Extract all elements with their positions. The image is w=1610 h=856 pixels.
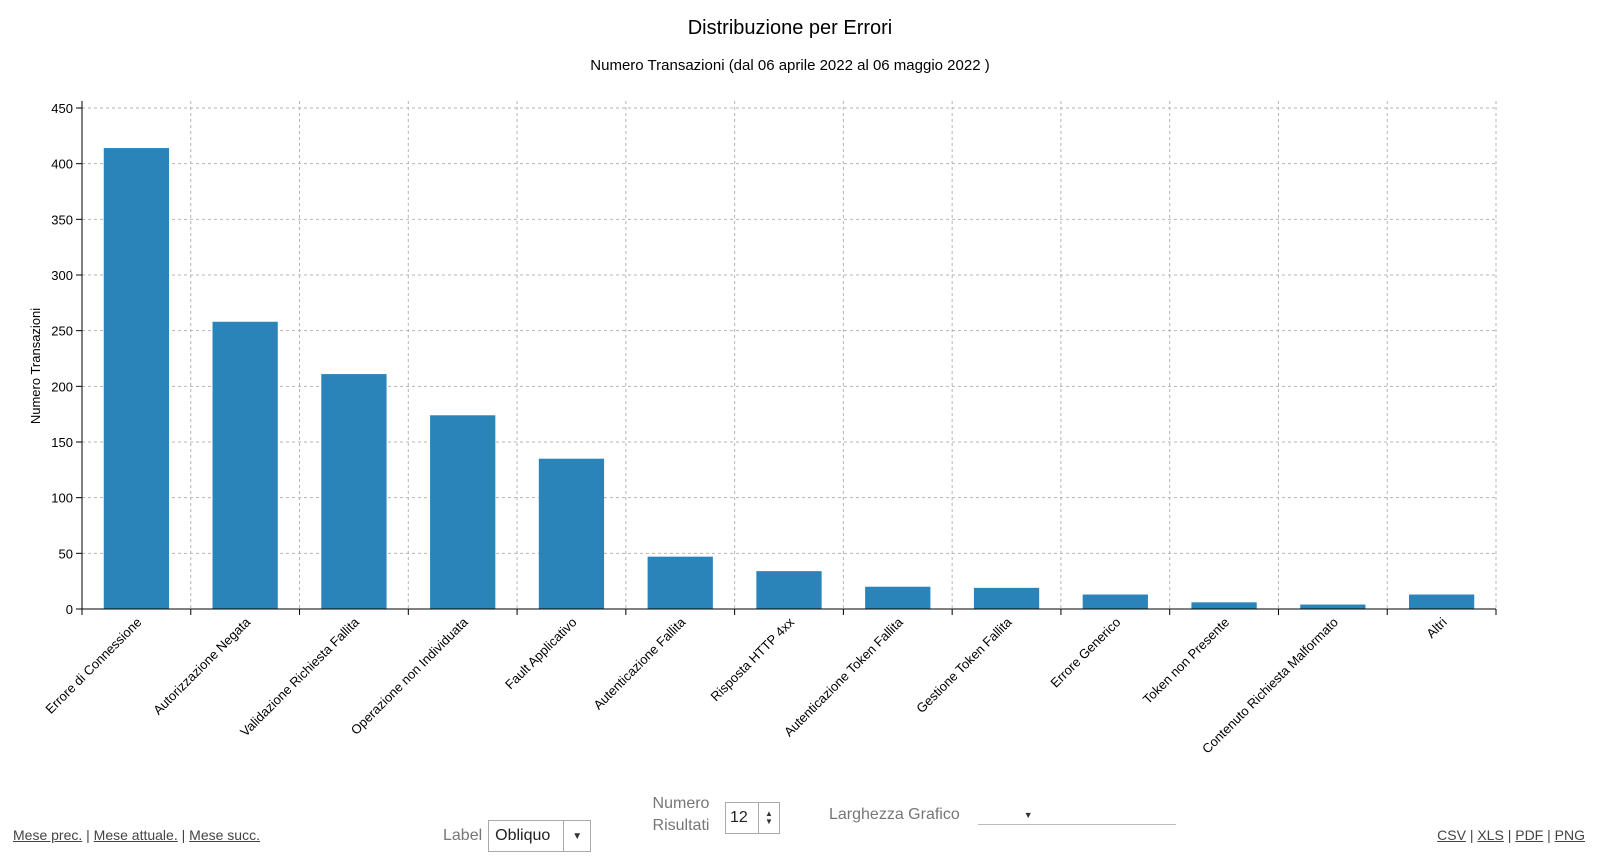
x-tick-label: Validazione Richiesta Fallita xyxy=(237,614,362,739)
bar xyxy=(538,458,605,609)
prev-month-link[interactable]: Mese prec. xyxy=(13,827,83,843)
bars xyxy=(103,148,1475,609)
bar xyxy=(865,586,931,609)
x-tick-label: Gestione Token Fallita xyxy=(913,614,1015,716)
y-axis-label: Numero Transazioni xyxy=(28,308,43,424)
label-orientation-value: Obliquo xyxy=(495,827,551,844)
bar xyxy=(212,321,278,609)
export-links: CSV | XLS | PDF | PNG xyxy=(1437,827,1585,843)
current-month-link[interactable]: Mese attuale. xyxy=(93,827,178,843)
stepper-arrows-icon[interactable]: ▲ ▼ xyxy=(758,802,779,833)
chart-subtitle: Numero Transazioni (dal 06 aprile 2022 a… xyxy=(590,57,989,74)
bar xyxy=(1191,602,1257,609)
x-tick-label: Autorizzazione Negata xyxy=(150,614,254,718)
bar xyxy=(1300,604,1366,609)
chevron-down-icon[interactable]: ▼ xyxy=(1023,810,1033,820)
separator: | xyxy=(1547,827,1551,843)
x-tick-label: Autenticazione Token Fallita xyxy=(781,614,906,739)
results-count-value: 12 xyxy=(730,808,748,826)
y-tick-label: 400 xyxy=(51,157,73,172)
separator: | xyxy=(86,827,90,843)
chart-footer: Mese prec. | Mese attuale. | Mese succ. … xyxy=(0,790,1610,856)
x-tick-label: Operazione non Individuata xyxy=(348,614,472,738)
x-tick-label: Token non Presente xyxy=(1140,615,1232,707)
bar xyxy=(1082,594,1148,609)
bar xyxy=(756,571,822,609)
y-tick-label: 350 xyxy=(51,212,73,227)
label-orientation-select[interactable]: Obliquo ▼ xyxy=(488,820,592,852)
y-tick-label: 300 xyxy=(51,268,73,283)
separator: | xyxy=(1507,827,1512,843)
month-navigation: Mese prec. | Mese attuale. | Mese succ. xyxy=(13,827,260,843)
y-tick-label: 250 xyxy=(51,324,73,339)
bar xyxy=(430,415,496,609)
x-axis-ticks: Errore di Connessione Autorizzazione Nega… xyxy=(42,609,1497,756)
y-axis-ticks: 0 50 100 150 200 250 300 350 400 450 xyxy=(51,101,82,617)
grid-lines xyxy=(82,101,1497,609)
y-tick-label: 50 xyxy=(59,546,73,561)
chart-width-label: Larghezza Grafico xyxy=(829,805,960,823)
x-tick-label: Altri xyxy=(1423,614,1450,641)
y-tick-label: 200 xyxy=(51,379,73,394)
x-tick-label: Fault Applicativo xyxy=(502,615,580,693)
separator: | xyxy=(181,827,186,843)
chart-width-select[interactable]: ▼ xyxy=(977,804,1176,825)
bar xyxy=(103,148,170,609)
y-tick-label: 100 xyxy=(51,491,73,506)
export-xls-link[interactable]: XLS xyxy=(1477,827,1504,843)
label-orientation-label: Label xyxy=(443,827,483,844)
x-tick-label: Errore di Connessione xyxy=(42,615,144,717)
bar xyxy=(321,374,387,609)
label-orientation-control: Label Obliquo ▼ xyxy=(443,820,592,852)
y-tick-label: 150 xyxy=(51,435,73,450)
results-count-control: Numero Risultati 12 ▲ ▼ xyxy=(651,793,780,837)
chart-width-control: Larghezza Grafico ▼ xyxy=(829,804,1176,825)
export-csv-link[interactable]: CSV xyxy=(1437,827,1466,843)
next-month-link[interactable]: Mese succ. xyxy=(189,827,260,843)
y-tick-label: 450 xyxy=(51,101,73,116)
export-pdf-link[interactable]: PDF xyxy=(1515,827,1544,843)
bar xyxy=(1408,594,1475,609)
results-count-label: Numero Risultati xyxy=(652,795,710,834)
results-count-stepper[interactable]: 12 ▲ ▼ xyxy=(725,801,780,834)
export-png-link[interactable]: PNG xyxy=(1554,827,1585,843)
y-tick-label: 0 xyxy=(66,602,73,617)
separator: | xyxy=(1469,827,1474,843)
x-tick-label: Errore Generico xyxy=(1047,615,1123,691)
chevron-down-icon[interactable]: ▼ xyxy=(563,821,590,851)
bar-chart: Distribuzione per Errori Numero Transazi… xyxy=(28,17,1497,756)
bar xyxy=(647,556,713,609)
chart-title: Distribuzione per Errori xyxy=(688,17,893,39)
x-tick-label: Risposta HTTP 4xx xyxy=(707,614,797,704)
bar xyxy=(973,587,1040,609)
axes xyxy=(81,101,1496,610)
x-tick-label: Autenticazione Fallita xyxy=(590,614,689,713)
